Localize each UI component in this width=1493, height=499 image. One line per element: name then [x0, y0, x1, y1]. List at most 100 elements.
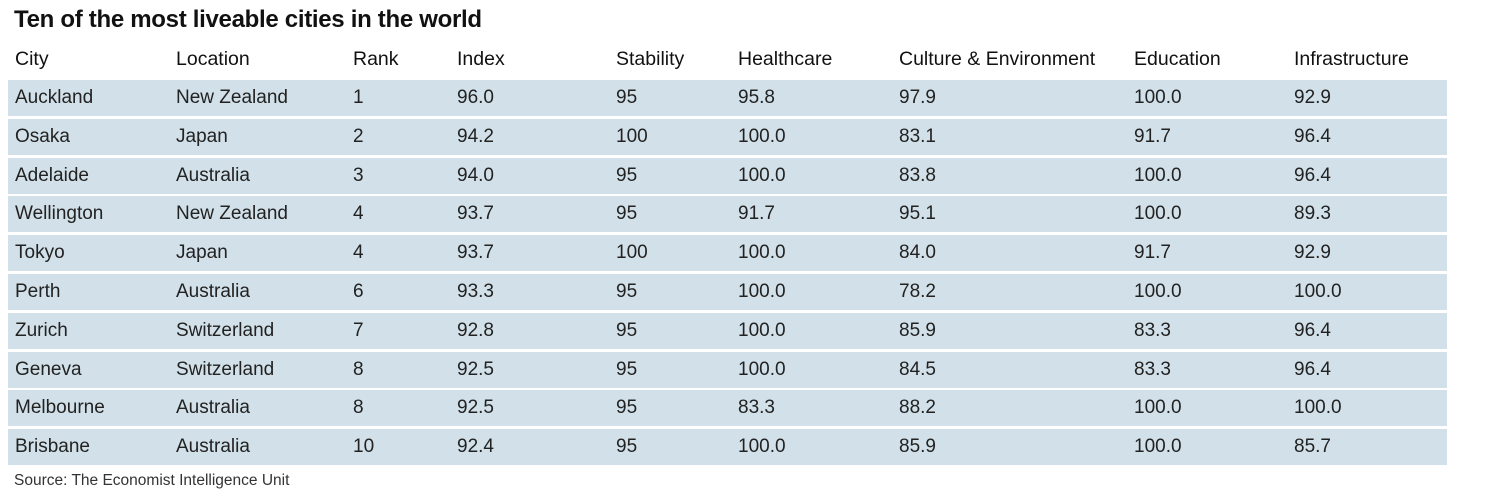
- cell-education: 100.0: [1134, 436, 1182, 458]
- cell-index: 92.5: [457, 358, 494, 380]
- cell-index: 92.5: [457, 397, 494, 419]
- column-header-culture-and-environment: Culture & Environment: [899, 47, 1096, 70]
- cell-infrastructure: 85.7: [1294, 436, 1331, 458]
- cell-healthcare: 100.0: [738, 319, 786, 341]
- liveable-cities-table: City Location Rank Index Stability Healthcare…: [8, 42, 1447, 468]
- cell-location: Australia: [176, 164, 250, 186]
- cell-culture-and-environment: 78.2: [899, 280, 936, 302]
- cell-location: Australia: [176, 397, 250, 419]
- cell-rank: 6: [353, 280, 364, 302]
- table-row: Tokyo Japan 4 93.7 100 100.0 84.0 91.7 92.9: [8, 235, 1447, 272]
- cell-city: Tokyo: [15, 242, 65, 264]
- cell-healthcare: 100.0: [738, 164, 786, 186]
- cell-infrastructure: 100.0: [1294, 280, 1342, 302]
- cell-location: Japan: [176, 242, 228, 264]
- cell-culture-and-environment: 84.5: [899, 358, 936, 380]
- chart-title: Ten of the most liveable cities in the w…: [14, 6, 482, 33]
- cell-education: 100.0: [1134, 203, 1182, 225]
- cell-index: 93.7: [457, 203, 494, 225]
- cell-location: Switzerland: [176, 358, 275, 380]
- cell-rank: 10: [353, 436, 375, 458]
- cell-culture-and-environment: 83.8: [899, 164, 936, 186]
- cell-infrastructure: 96.4: [1294, 164, 1331, 186]
- cell-infrastructure: 96.4: [1294, 319, 1331, 341]
- cell-education: 100.0: [1134, 87, 1182, 108]
- cell-city: Adelaide: [15, 164, 89, 186]
- cell-infrastructure: 92.9: [1294, 242, 1331, 264]
- cell-city: Brisbane: [15, 436, 90, 458]
- cell-healthcare: 100.0: [738, 436, 786, 458]
- cell-healthcare: 100.0: [738, 358, 786, 380]
- cell-city: Perth: [15, 280, 61, 302]
- cell-index: 94.0: [457, 164, 494, 186]
- table-row: Perth Australia 6 93.3 95 100.0 78.2 100.0 100.0: [8, 273, 1447, 310]
- cell-healthcare: 91.7: [738, 203, 775, 225]
- cell-culture-and-environment: 83.1: [899, 125, 936, 147]
- cell-healthcare: 100.0: [738, 125, 786, 147]
- cell-index: 96.0: [457, 87, 494, 108]
- cell-location: Switzerland: [176, 319, 275, 341]
- table-row: Geneva Switzerland 8 92.5 95 100.0 84.5 83.3 96.…: [8, 351, 1447, 388]
- cell-location: Australia: [176, 280, 250, 302]
- cell-city: Geneva: [15, 358, 82, 380]
- cell-education: 91.7: [1134, 125, 1171, 147]
- cell-infrastructure: 96.4: [1294, 358, 1331, 380]
- cell-rank: 3: [353, 164, 364, 186]
- table-row: Wellington New Zealand 4 93.7 95 91.7 95.1 100.…: [8, 196, 1447, 233]
- cell-culture-and-environment: 88.2: [899, 397, 936, 419]
- cell-rank: 4: [353, 203, 364, 225]
- cell-stability: 95: [616, 164, 638, 186]
- cell-infrastructure: 92.9: [1294, 87, 1331, 108]
- table-row: Zurich Switzerland 7 92.8 95 100.0 85.9 83.3 96.…: [8, 312, 1447, 349]
- cell-stability: 95: [616, 203, 638, 225]
- cell-infrastructure: 100.0: [1294, 397, 1342, 419]
- cell-stability: 100: [616, 125, 648, 147]
- table-row: Osaka Japan 2 94.2 100 100.0 83.1 91.7 96.4: [8, 118, 1447, 155]
- table-row: Auckland New Zealand 1 96.0 95 95.8 97.9 100.0 9…: [8, 80, 1447, 116]
- cell-rank: 4: [353, 242, 364, 264]
- cell-healthcare: 100.0: [738, 242, 786, 264]
- cell-education: 100.0: [1134, 164, 1182, 186]
- cell-rank: 7: [353, 319, 364, 341]
- cell-city: Wellington: [15, 203, 104, 225]
- cell-city: Auckland: [15, 87, 94, 108]
- cell-location: New Zealand: [176, 87, 288, 108]
- cell-index: 93.7: [457, 242, 494, 264]
- cell-education: 83.3: [1134, 358, 1171, 380]
- cell-education: 83.3: [1134, 319, 1171, 341]
- column-header-rank: Rank: [353, 47, 399, 70]
- cell-education: 91.7: [1134, 242, 1171, 264]
- cell-healthcare: 83.3: [738, 397, 775, 419]
- source-note: Source: The Economist Intelligence Unit: [14, 472, 290, 489]
- table-header-row: City Location Rank Index Stability Healthcare…: [8, 42, 1447, 76]
- cell-culture-and-environment: 95.1: [899, 203, 936, 225]
- table-row: Melbourne Australia 8 92.5 95 83.3 88.2 100.0 10…: [8, 390, 1447, 427]
- cell-city: Zurich: [15, 319, 68, 341]
- cell-rank: 1: [353, 87, 364, 108]
- cell-index: 92.8: [457, 319, 494, 341]
- cell-stability: 95: [616, 397, 638, 419]
- column-header-healthcare: Healthcare: [738, 47, 833, 70]
- cell-healthcare: 95.8: [738, 87, 775, 108]
- cell-stability: 95: [616, 436, 638, 458]
- column-header-location: Location: [176, 47, 250, 70]
- cell-culture-and-environment: 85.9: [899, 319, 936, 341]
- cell-index: 93.3: [457, 280, 494, 302]
- cell-rank: 8: [353, 397, 364, 419]
- cell-city: Melbourne: [15, 397, 105, 419]
- cell-healthcare: 100.0: [738, 280, 786, 302]
- table-row: Adelaide Australia 3 94.0 95 100.0 83.8 100.0 96…: [8, 157, 1447, 194]
- cell-infrastructure: 89.3: [1294, 203, 1331, 225]
- column-header-education: Education: [1134, 47, 1221, 70]
- column-header-index: Index: [457, 47, 505, 70]
- cell-city: Osaka: [15, 125, 70, 147]
- cell-index: 92.4: [457, 436, 494, 458]
- cell-stability: 95: [616, 358, 638, 380]
- cell-location: New Zealand: [176, 203, 288, 225]
- cell-rank: 2: [353, 125, 364, 147]
- cell-education: 100.0: [1134, 280, 1182, 302]
- table-row: Brisbane Australia 10 92.4 95 100.0 85.9 100.0 8…: [8, 429, 1447, 466]
- cell-culture-and-environment: 85.9: [899, 436, 936, 458]
- cell-stability: 95: [616, 319, 638, 341]
- cell-rank: 8: [353, 358, 364, 380]
